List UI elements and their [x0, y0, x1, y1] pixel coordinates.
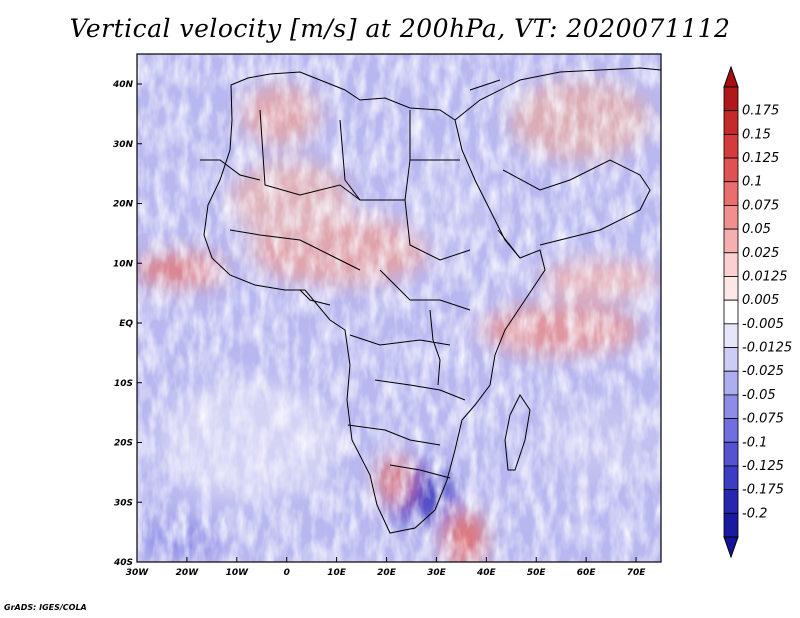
colorbar-swatch	[723, 299, 739, 325]
colorbar-swatch	[723, 394, 739, 419]
lon-tick-label: 30E	[427, 568, 447, 578]
colorbar-swatch	[723, 465, 739, 491]
colorbar-label: -0.025	[742, 364, 784, 379]
colorbar-swatch	[723, 205, 739, 230]
lon-tick-label: 60E	[577, 568, 597, 578]
lon-tick-label: 70E	[627, 568, 647, 578]
colorbar-label: -0.1	[742, 435, 767, 450]
lon-tick-label: 30W	[126, 568, 150, 578]
colorbar-label: -0.075	[742, 412, 784, 427]
colorbar-label: -0.05	[742, 388, 776, 403]
lon-tick-label: 20W	[176, 568, 200, 578]
colorbar-label: 0.025	[742, 246, 779, 261]
colorbar-label: 0.125	[742, 151, 779, 166]
colorbar-swatch	[723, 133, 739, 159]
colorbar-label: 0.175	[742, 104, 779, 119]
colorbar: 0.175 0.15 0.125 0.1 0.075 0.05 0.025 0.0125 0.0…	[723, 65, 792, 559]
colorbar-swatch	[723, 181, 739, 206]
colorbar-swatch	[723, 441, 739, 467]
colorbar-swatch	[723, 276, 739, 301]
colorbar-swatch	[723, 489, 739, 514]
lat-tick-label: 10S	[114, 379, 133, 389]
colorbar-label: -0.175	[742, 483, 784, 498]
lon-tick-label: 10E	[327, 568, 347, 578]
colorbar-swatch	[723, 370, 739, 396]
plot-frame	[136, 53, 662, 563]
colorbar-label: 0.0125	[742, 269, 788, 284]
lat-tick-label: 20N	[113, 200, 134, 210]
colorbar-swatch	[723, 86, 739, 112]
colorbar-label: 0.1	[742, 175, 763, 190]
lat-tick-label: 30N	[113, 140, 134, 150]
longitude-axis: 30W 20W 10W 0 10E 20E 30E 40E 50E 60E 70E	[126, 557, 646, 578]
colorbar-swatch	[723, 512, 739, 538]
colorbar-swatch	[723, 418, 739, 443]
lon-tick-label: 50E	[527, 568, 547, 578]
colorbar-swatch	[723, 347, 739, 372]
colorbar-swatch	[723, 110, 739, 135]
colorbar-label: -0.125	[742, 459, 784, 474]
lat-tick-label: 10N	[113, 259, 134, 269]
colorbar-label: 0.005	[742, 293, 779, 308]
colorbar-label: 0.15	[742, 127, 771, 142]
colorbar-label: 0.075	[742, 198, 779, 213]
latitude-axis: 40N 30N 20N 10N EQ 10S 20S 30S 40S	[112, 80, 142, 568]
lat-tick-label: 40S	[113, 558, 133, 568]
colorbar-label: 0.05	[742, 222, 771, 237]
lat-tick-label: 30S	[114, 498, 133, 508]
lat-tick-label: 40N	[112, 80, 134, 90]
colorbar-label: -0.2	[742, 506, 767, 521]
vertical-velocity-field	[137, 54, 661, 562]
colorbar-swatch	[723, 252, 739, 277]
country-borders	[200, 67, 662, 534]
colorbar-top-arrow	[723, 65, 739, 88]
lat-tick-label: EQ	[119, 319, 133, 329]
colorbar-swatch	[723, 323, 739, 348]
colorbar-bottom-arrow	[723, 536, 739, 559]
lat-tick-label: 20S	[114, 439, 133, 449]
colorbar-swatch	[723, 157, 739, 183]
lon-tick-label: 10W	[226, 568, 250, 578]
lon-tick-label: 40E	[476, 568, 497, 578]
colorbar-label: -0.005	[742, 317, 784, 332]
colorbar-swatch	[723, 228, 739, 254]
grads-credit: GrADS: IGES/COLA	[4, 603, 87, 612]
lon-tick-label: 20E	[377, 568, 397, 578]
lon-tick-label: 0	[284, 568, 290, 578]
map-title: Vertical velocity [m/s] at 200hPa, VT: 2…	[69, 14, 731, 43]
colorbar-label: -0.0125	[742, 341, 792, 356]
